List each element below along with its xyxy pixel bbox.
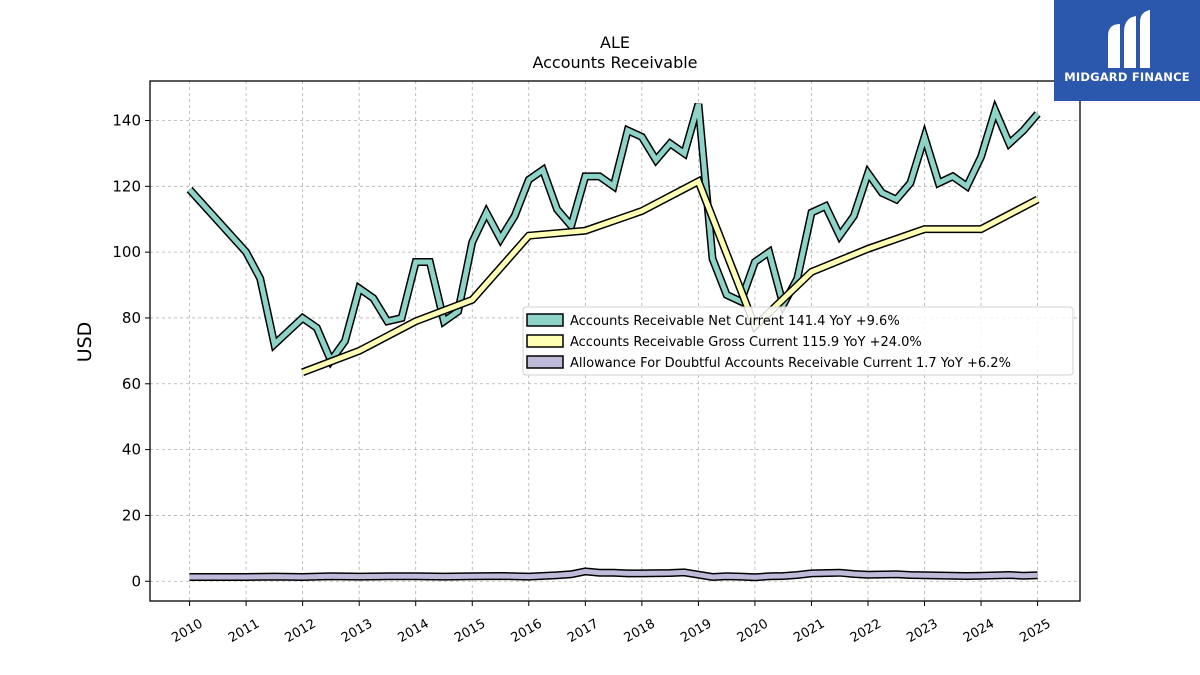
series-line-2: [189, 568, 1038, 580]
series-line-1: [301, 177, 1039, 375]
y-tick-label: 120: [112, 177, 141, 195]
chart-subtitle: Accounts Receivable: [532, 53, 697, 72]
x-tick-label: 2012: [282, 616, 318, 646]
plot-frame: [149, 80, 1081, 602]
y-tick-label: 40: [122, 441, 141, 459]
legend-label-1: Accounts Receivable Gross Current 115.9 …: [570, 335, 922, 350]
brand-logo: MIDGARD FINANCE: [1054, 0, 1200, 101]
x-tick-label: 2021: [791, 616, 827, 646]
legend-box: [522, 306, 1074, 376]
x-tick-label: 2013: [339, 616, 375, 646]
legend-label-0: Accounts Receivable Net Current 141.4 Yo…: [570, 314, 900, 329]
x-tick-label: 2011: [226, 616, 262, 646]
legend-label-2: Allowance For Doubtful Accounts Receivab…: [570, 356, 1011, 371]
x-axis: 2010 2011 2012 2013 2014 2015 2016 2017 2018 2019…: [169, 601, 1054, 646]
series-layer: [186, 98, 1041, 582]
y-tick-label: 20: [122, 506, 141, 524]
x-tick-label: 2015: [452, 616, 488, 646]
legend-swatch-1: [526, 334, 564, 348]
y-axis-label: USD: [74, 322, 96, 363]
x-tick-label: 2010: [169, 616, 205, 646]
legend: Accounts Receivable Net Current 141.4 Yo…: [522, 306, 1074, 376]
x-tick-label: 2014: [396, 616, 432, 646]
y-tick-label: 80: [122, 309, 141, 327]
chart-title: ALE: [600, 33, 630, 52]
legend-swatch-0: [526, 313, 564, 327]
legend-swatch-2: [526, 355, 564, 369]
y-tick-label: 60: [122, 375, 141, 393]
x-tick-label: 2024: [961, 616, 997, 646]
x-tick-label: 2019: [678, 616, 714, 646]
brand-logo-icon: [1108, 10, 1150, 68]
x-tick-label: 2025: [1017, 616, 1053, 646]
x-tick-label: 2018: [622, 616, 658, 646]
series-line-0: [187, 103, 1040, 366]
x-tick-label: 2016: [509, 616, 545, 646]
x-tick-label: 2023: [904, 616, 940, 646]
x-tick-label: 2020: [735, 616, 771, 646]
y-axis: 0 20 40 60 80 100 120 140: [112, 111, 150, 590]
x-tick-label: 2017: [565, 616, 601, 646]
y-tick-label: 0: [131, 572, 141, 590]
brand-name: MIDGARD FINANCE: [1064, 70, 1190, 84]
y-tick-label: 140: [112, 111, 141, 129]
y-tick-label: 100: [112, 243, 141, 261]
x-tick-label: 2022: [848, 616, 884, 646]
